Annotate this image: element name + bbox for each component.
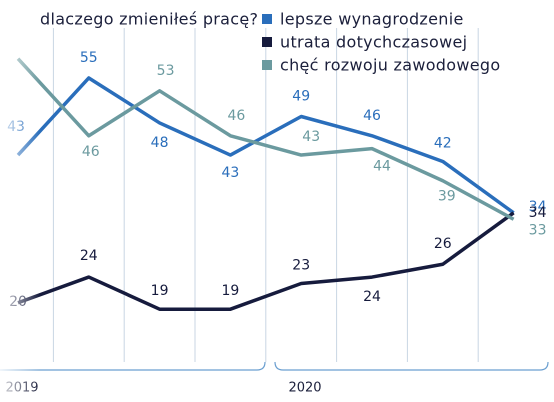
data-label: 24	[363, 289, 381, 305]
grid: 20192020	[0, 28, 549, 396]
legend-label: utrata dotychczasowej	[280, 33, 467, 52]
legend-swatch	[262, 37, 272, 47]
group-label: 2020	[288, 381, 321, 396]
legend: lepsze wynagrodzenie utrata dotychczasowe…	[262, 10, 500, 75]
data-label: 48	[151, 135, 169, 151]
group-bracket	[0, 361, 266, 371]
data-label: 44	[373, 159, 391, 175]
line-series	[16, 57, 515, 221]
data-label: 19	[221, 283, 239, 299]
line-series	[16, 76, 515, 215]
legend-swatch	[262, 60, 272, 70]
data-label: 46	[227, 108, 245, 124]
data-label: 34	[529, 199, 547, 215]
data-label: 23	[292, 258, 310, 274]
data-label: 46	[363, 108, 381, 124]
data-label: 43	[221, 165, 239, 181]
left-fade	[0, 30, 40, 402]
data-label: 19	[151, 283, 169, 299]
group-bracket	[274, 361, 549, 371]
data-label: 46	[82, 144, 100, 160]
data-label: 49	[292, 89, 310, 105]
data-label: 43	[302, 129, 320, 145]
line-series	[17, 211, 515, 311]
data-label: 33	[529, 222, 547, 238]
legend-title: dlaczego zmieniłeś pracę?	[40, 10, 258, 29]
data-label: 39	[438, 189, 456, 205]
legend-label: chęć rozwoju zawodowego	[280, 56, 500, 75]
legend-label: lepsze wynagrodzenie	[280, 10, 464, 29]
data-label: 34	[529, 205, 547, 221]
data-label: 53	[157, 63, 175, 79]
data-label: 42	[434, 135, 452, 151]
data-label: 55	[80, 50, 98, 66]
data-label: 26	[434, 236, 452, 252]
data-label: 24	[80, 248, 98, 264]
legend-swatch	[262, 14, 272, 24]
